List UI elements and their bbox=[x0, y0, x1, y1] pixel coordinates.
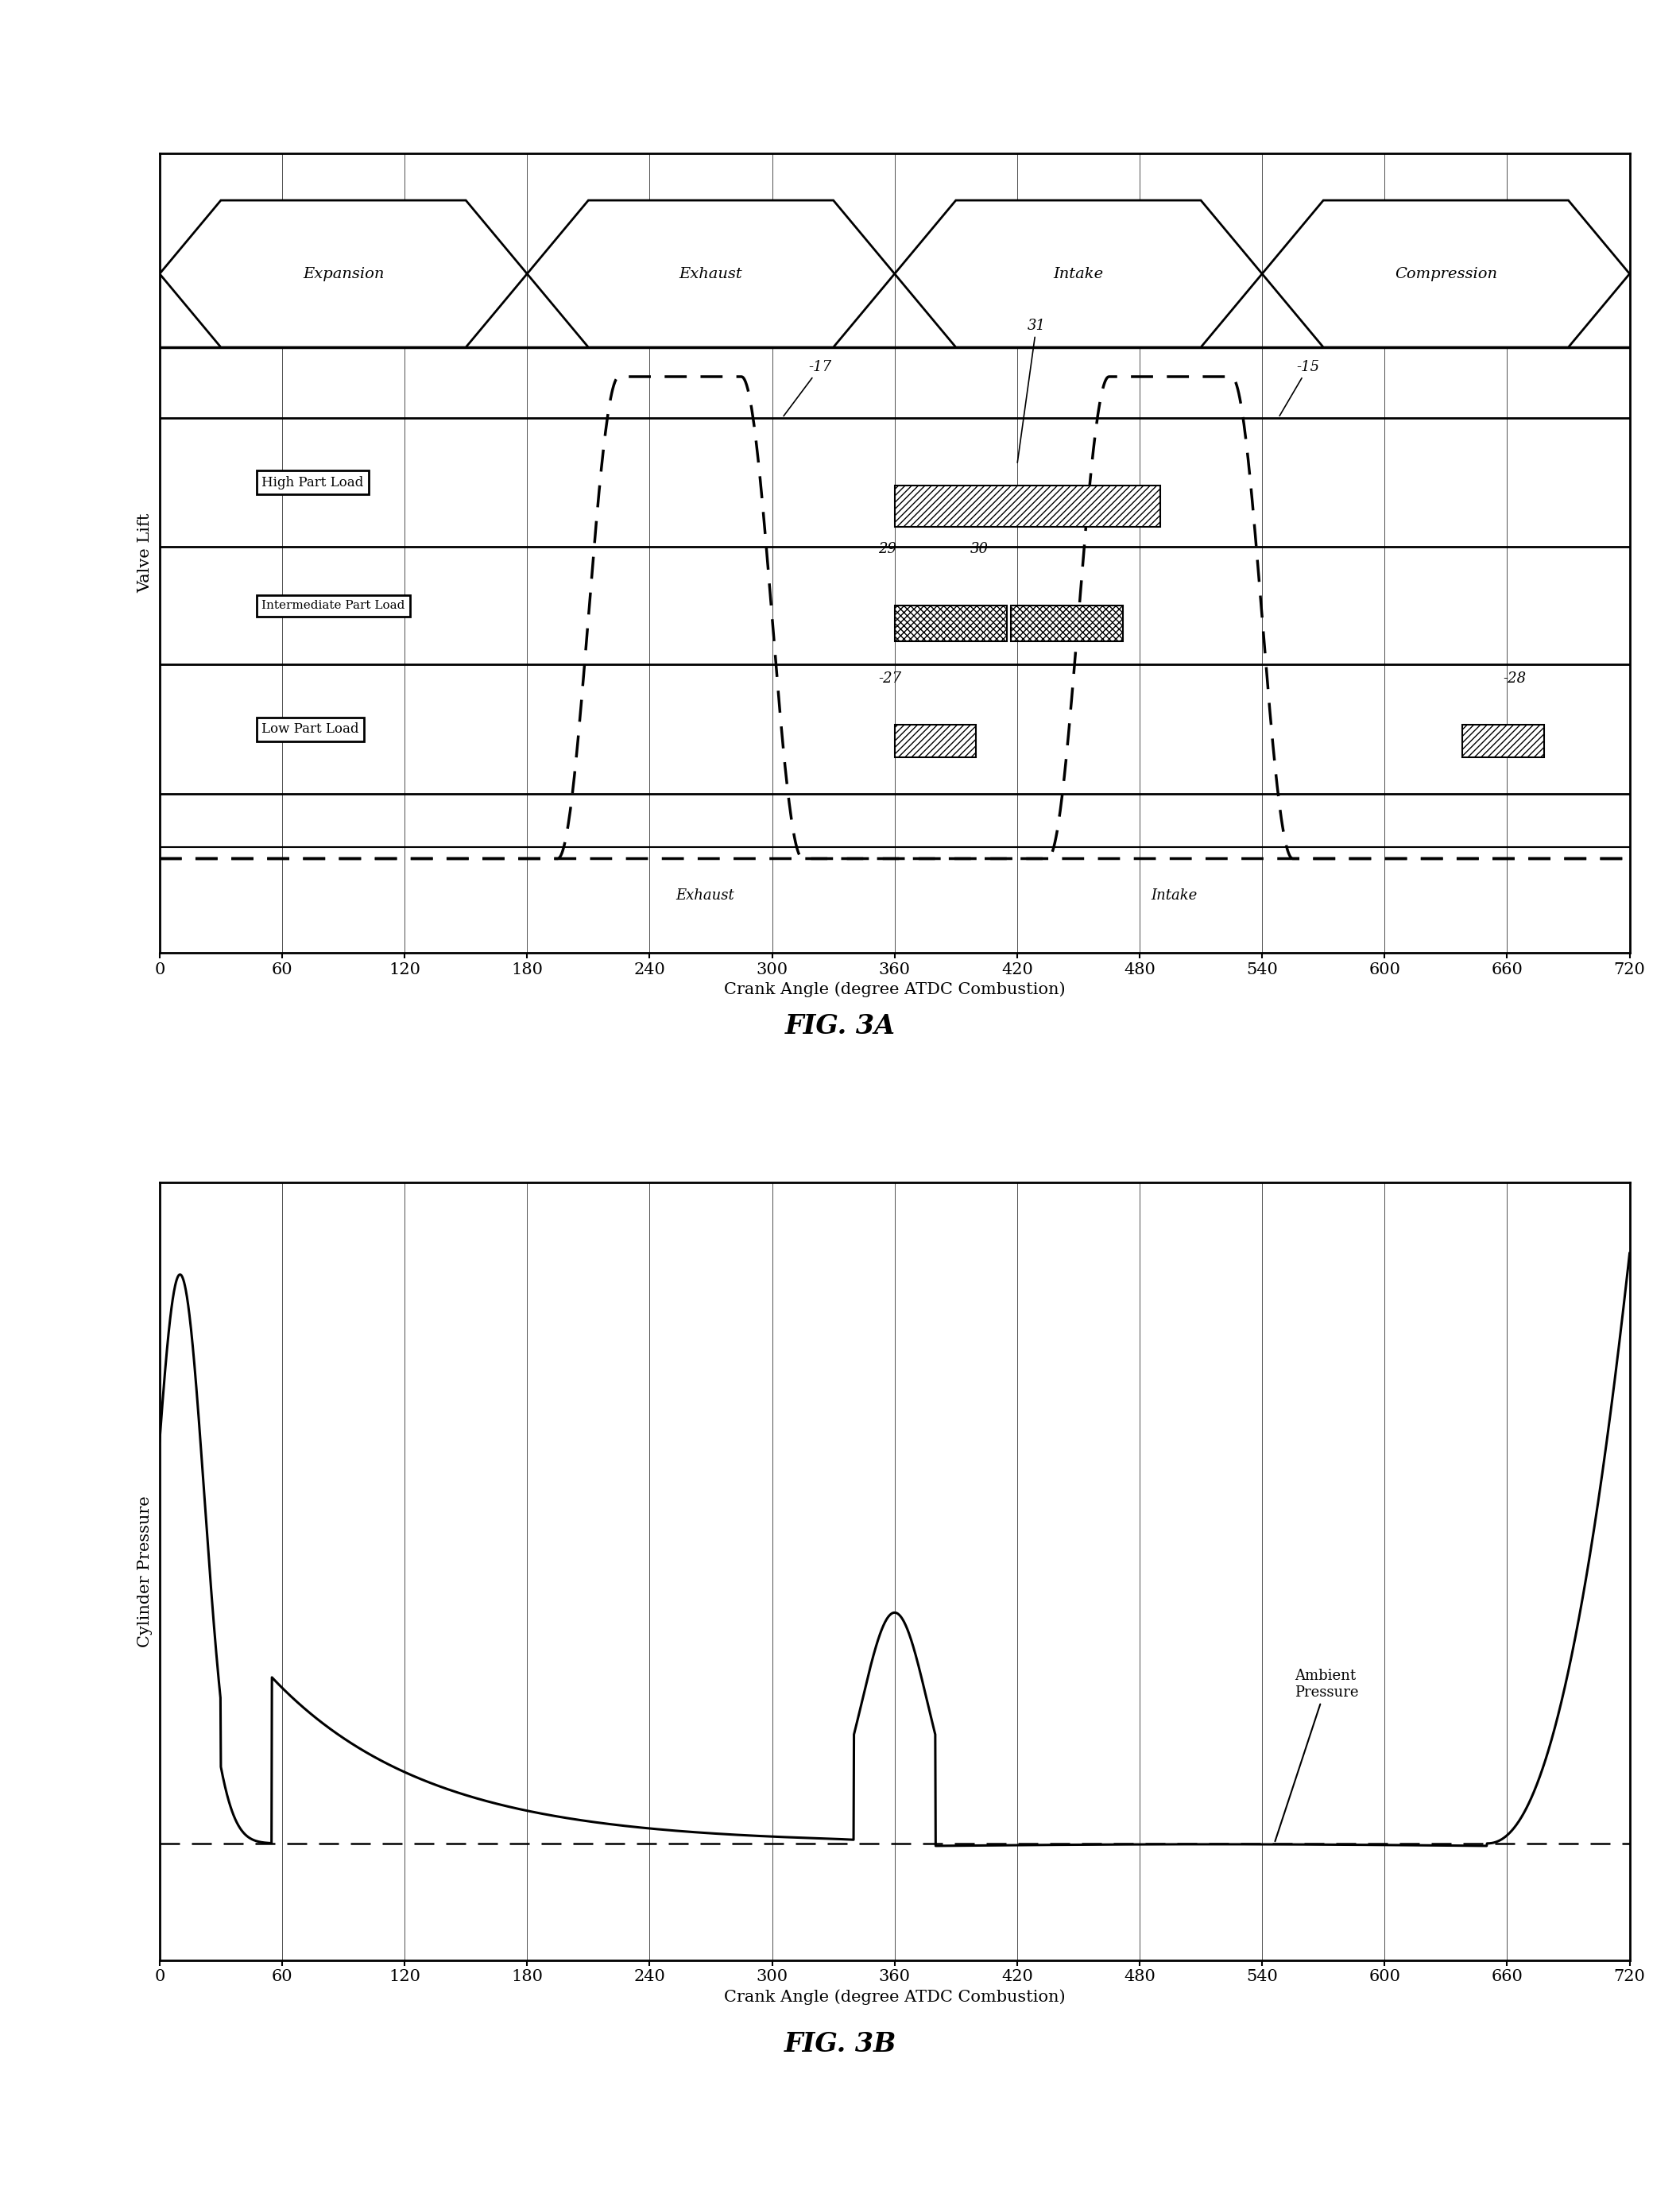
Text: FIG. 3B: FIG. 3B bbox=[785, 2032, 895, 2059]
Text: High Part Load: High Part Load bbox=[262, 475, 363, 488]
Y-axis label: Cylinder Pressure: Cylinder Pressure bbox=[138, 1496, 153, 1647]
Text: Intermediate Part Load: Intermediate Part Load bbox=[262, 600, 405, 611]
Text: Ambient
Pressure: Ambient Pressure bbox=[1275, 1669, 1359, 1842]
Text: -17: -17 bbox=[783, 359, 832, 416]
Text: Expansion: Expansion bbox=[302, 267, 385, 280]
Text: Intake: Intake bbox=[1053, 267, 1104, 280]
Bar bbox=[894, 607, 1006, 642]
Text: Exhaust: Exhaust bbox=[675, 889, 734, 902]
X-axis label: Crank Angle (degree ATDC Combustion): Crank Angle (degree ATDC Combustion) bbox=[724, 1989, 1065, 2004]
Text: Compression: Compression bbox=[1394, 267, 1497, 280]
Text: -27: -27 bbox=[879, 670, 902, 685]
Text: Intake: Intake bbox=[1151, 889, 1198, 902]
Polygon shape bbox=[894, 199, 1262, 348]
Text: Low Part Load: Low Part Load bbox=[262, 723, 360, 736]
Text: Exhaust: Exhaust bbox=[679, 267, 743, 280]
Bar bbox=[894, 486, 1159, 526]
Text: 30: 30 bbox=[969, 541, 988, 556]
Text: FIG. 3A: FIG. 3A bbox=[785, 1014, 895, 1040]
Bar bbox=[894, 725, 976, 758]
Text: -28: -28 bbox=[1504, 670, 1525, 685]
Text: -15: -15 bbox=[1280, 359, 1320, 416]
Bar bbox=[1011, 607, 1124, 642]
X-axis label: Crank Angle (degree ATDC Combustion): Crank Angle (degree ATDC Combustion) bbox=[724, 981, 1065, 996]
Bar bbox=[1462, 725, 1544, 758]
Text: 29: 29 bbox=[879, 541, 897, 556]
Polygon shape bbox=[160, 199, 528, 348]
Polygon shape bbox=[528, 199, 894, 348]
Polygon shape bbox=[1262, 199, 1630, 348]
Text: 31: 31 bbox=[1018, 318, 1045, 462]
Y-axis label: Valve Lift: Valve Lift bbox=[138, 512, 153, 593]
